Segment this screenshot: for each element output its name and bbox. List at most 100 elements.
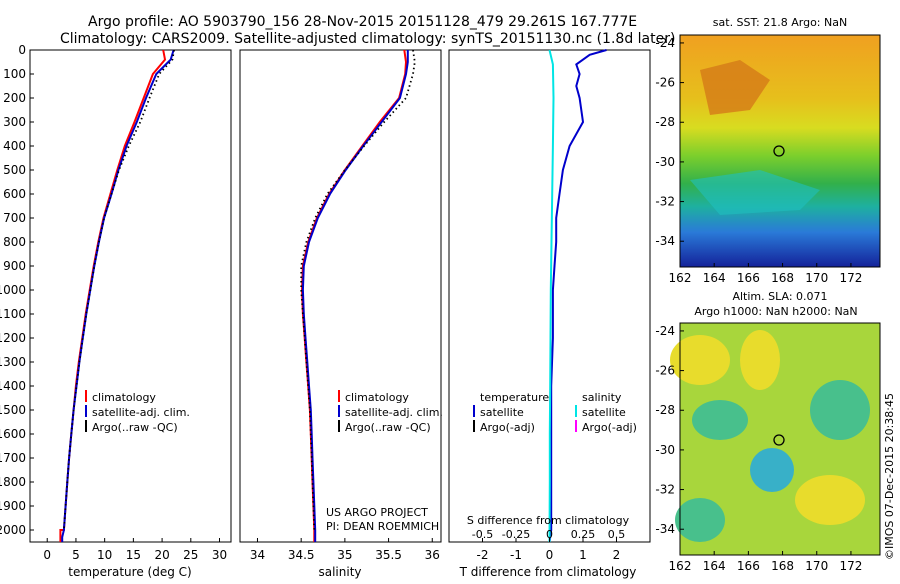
lon-tick-label: 172 xyxy=(839,559,862,573)
sla-high-patch xyxy=(795,475,865,525)
sla-high-patch xyxy=(670,335,730,385)
project-label: US ARGO PROJECT xyxy=(326,506,428,519)
depth-tick-label: 1200 xyxy=(0,331,26,345)
s-diff-tick-label: -0.25 xyxy=(502,528,530,541)
x-tick-label: 5 xyxy=(72,548,80,562)
x-tick-label: 10 xyxy=(97,548,112,562)
sla-map-title-2: Argo h1000: NaN h2000: NaN xyxy=(694,305,857,318)
lat-tick-label: -28 xyxy=(655,403,675,417)
salinity-xlabel: salinity xyxy=(318,565,361,579)
lon-tick-label: 170 xyxy=(805,559,828,573)
lon-tick-label: 162 xyxy=(669,559,692,573)
x-tick-label: 34.5 xyxy=(288,548,315,562)
legend-t-argo: Argo(-adj) xyxy=(480,421,535,434)
x-tick-label: 35 xyxy=(337,548,352,562)
s-diff-tick-label: 0 xyxy=(546,528,553,541)
legend-salinity-title: salinity xyxy=(582,391,622,404)
depth-tick-label: 1300 xyxy=(0,355,26,369)
depth-tick-label: 1700 xyxy=(0,451,26,465)
depth-tick-label: 1100 xyxy=(0,307,26,321)
series-satellite-adj-clim xyxy=(61,49,175,542)
argo-location-marker xyxy=(773,145,785,157)
sla-map-title-1: Altim. SLA: 0.071 xyxy=(732,290,827,303)
lat-tick-label: -28 xyxy=(655,115,675,129)
depth-tick-label: 900 xyxy=(3,259,26,273)
imos-credit: ©IMOS 07-Dec-2015 20:38:45 xyxy=(883,393,896,560)
series-argo-raw-qc xyxy=(63,49,175,531)
lat-tick-label: -24 xyxy=(655,36,675,50)
t-difference-label: T difference from climatology xyxy=(459,565,637,579)
depth-tick-label: 1000 xyxy=(0,283,26,297)
x-tick-label: 0 xyxy=(546,548,554,562)
s-diff-tick-label: 0.25 xyxy=(571,528,596,541)
s-diff-tick-label: -0.5 xyxy=(472,528,493,541)
x-tick-label: 34 xyxy=(250,548,265,562)
depth-tick-label: 1500 xyxy=(0,403,26,417)
sst-cool-patch xyxy=(690,170,820,215)
depth-tick-label: 700 xyxy=(3,211,26,225)
title-line-2: Climatology: CARS2009. Satellite-adjuste… xyxy=(60,31,675,47)
sla-low-patch xyxy=(810,380,870,440)
title-line-1: Argo profile: AO 5903790_156 28-Nov-2015… xyxy=(88,14,637,30)
legend-climatology: climatology xyxy=(345,391,409,404)
lon-tick-label: 168 xyxy=(771,271,794,285)
pi-label: PI: DEAN ROEMMICH xyxy=(326,520,439,533)
temperature-frame xyxy=(29,49,232,543)
lon-tick-label: 166 xyxy=(737,271,760,285)
depth-tick-label: 100 xyxy=(3,67,26,81)
sla-high-patch xyxy=(740,330,780,390)
sst-map: 162 164 166 168 170 172 -24 -26 -28 -30 -32 -34 xyxy=(655,34,881,285)
lon-tick-label: 166 xyxy=(737,559,760,573)
lat-tick-label: -34 xyxy=(655,234,675,248)
x-tick-label: -1 xyxy=(510,548,522,562)
depth-tick-label: 200 xyxy=(3,91,26,105)
x-tick-label: 20 xyxy=(154,548,169,562)
lat-tick-label: -30 xyxy=(655,443,675,457)
series-salinity-satellite xyxy=(548,49,555,543)
x-tick-label: 15 xyxy=(126,548,141,562)
sst-map-frame xyxy=(679,34,881,268)
x-tick-label: -2 xyxy=(477,548,489,562)
legend-argo: Argo(..raw -QC) xyxy=(345,421,431,434)
lat-tick-label: -26 xyxy=(655,364,675,378)
sst-map-title: sat. SST: 21.8 Argo: NaN xyxy=(713,16,847,29)
legend-satellite: satellite-adj. clim. xyxy=(92,406,190,419)
salinity-frame xyxy=(239,49,442,543)
argo-location-marker xyxy=(773,434,785,446)
sla-low-patch xyxy=(750,448,794,492)
depth-tick-label: 400 xyxy=(3,139,26,153)
lon-tick-label: 164 xyxy=(703,271,726,285)
depth-tick-label: 2000 xyxy=(0,523,26,537)
depth-tick-label: 600 xyxy=(3,187,26,201)
lat-tick-label: -32 xyxy=(655,195,675,209)
depth-tick-label: 0 xyxy=(18,43,26,57)
depth-tick-label: 1600 xyxy=(0,427,26,441)
s-difference-label: S difference from climatology xyxy=(467,514,630,527)
depth-tick-label: 300 xyxy=(3,115,26,129)
depth-tick-label: 800 xyxy=(3,235,26,249)
lon-tick-label: 168 xyxy=(771,559,794,573)
sla-map: 162 164 166 168 170 172 -24 -26 -28 -30 -32 -34 xyxy=(655,322,881,573)
depth-tick-label: 1400 xyxy=(0,379,26,393)
x-tick-label: 36 xyxy=(425,548,440,562)
depth-tick-label: 1800 xyxy=(0,475,26,489)
sla-map-frame xyxy=(679,322,881,556)
legend-s-argo: Argo(-adj) xyxy=(582,421,637,434)
temperature-legend: climatology satellite-adj. clim. Argo(..… xyxy=(85,390,190,434)
temperature-panel: 0 5 10 15 20 25 30 0 100 200 300 400 500 600 700 800 90… xyxy=(0,43,232,579)
series-argo-raw-qc xyxy=(300,49,416,531)
salinity-legend: climatology satellite-adj. clim. Argo(..… xyxy=(338,390,443,434)
lon-tick-label: 170 xyxy=(805,271,828,285)
legend-climatology: climatology xyxy=(92,391,156,404)
lon-tick-label: 164 xyxy=(703,559,726,573)
legend-s-satellite: satellite xyxy=(582,406,626,419)
s-diff-tick-label: 0.5 xyxy=(608,528,626,541)
x-tick-label: 1 xyxy=(579,548,587,562)
difference-panel: -2 -1 0 1 2 -0.5 -0.25 0 0.25 0.5 S difference f… xyxy=(448,49,651,579)
difference-legend: temperature satellite Argo(-adj) salinit… xyxy=(473,391,637,434)
lat-tick-label: -30 xyxy=(655,155,675,169)
x-tick-label: 35.5 xyxy=(375,548,402,562)
series-temperature-satellite xyxy=(548,49,607,543)
depth-tick-label: 500 xyxy=(3,163,26,177)
